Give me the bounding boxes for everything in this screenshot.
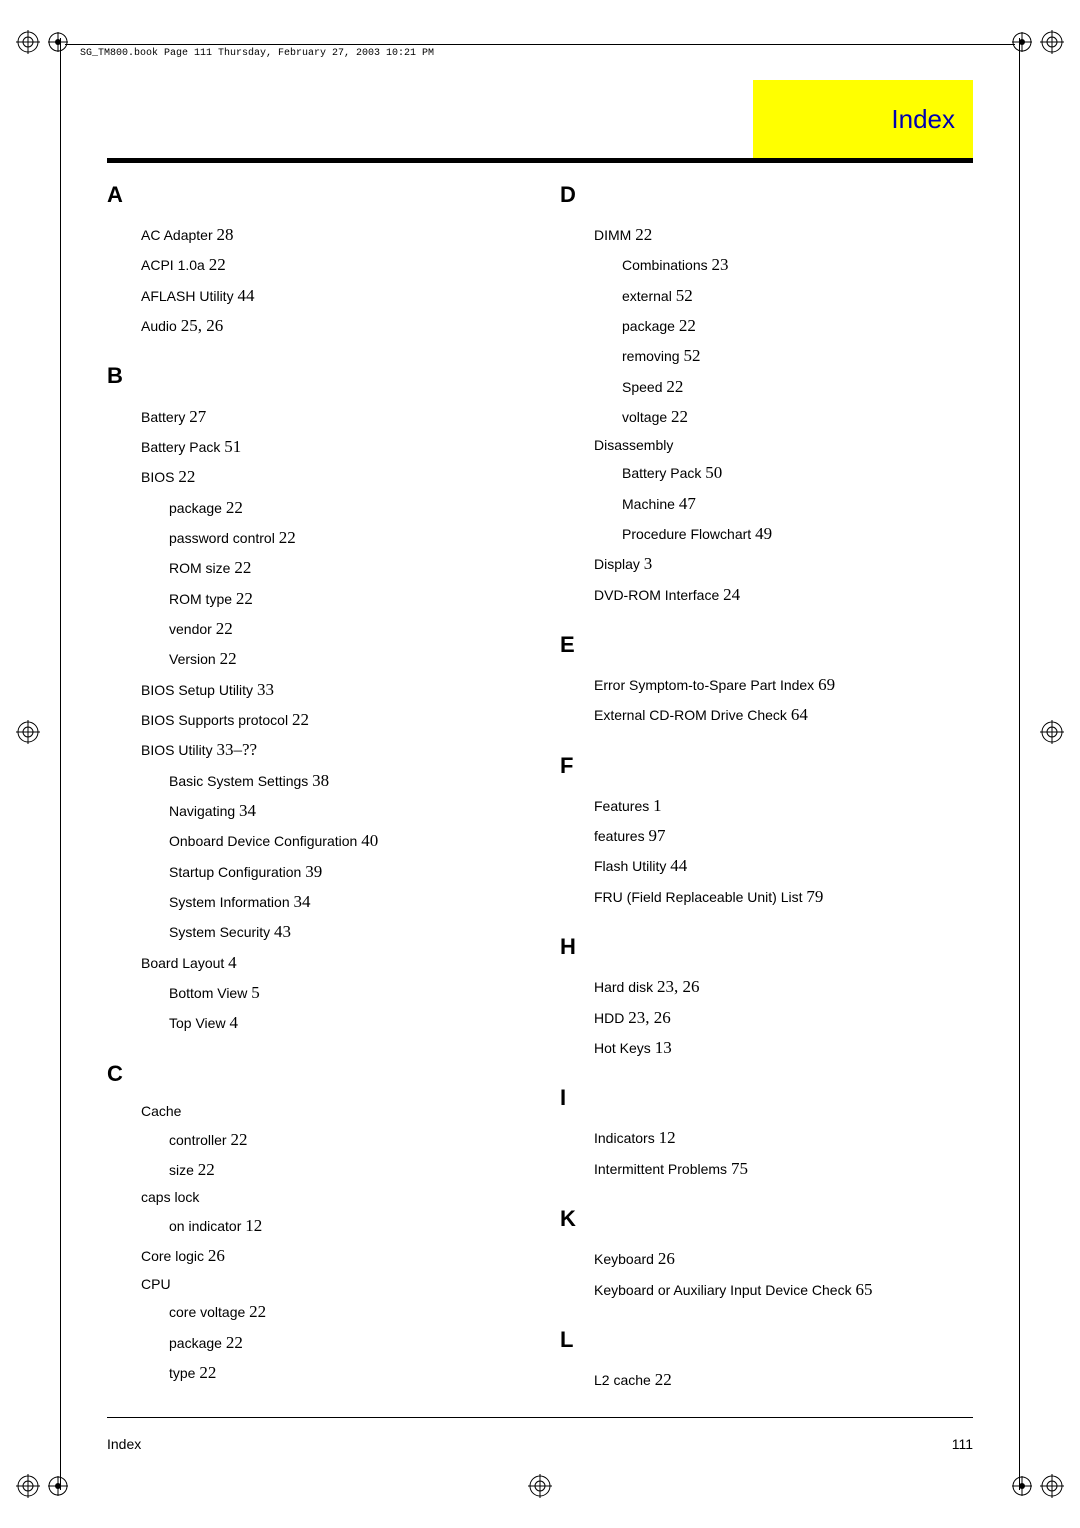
index-subentry: Bottom View 5	[169, 978, 520, 1008]
index-entry: Disassembly	[594, 433, 973, 459]
reg-mark-mid-right	[1040, 720, 1064, 744]
header-rule	[65, 44, 1015, 45]
reg-mark-top-left	[16, 30, 40, 54]
index-entry: Core logic 26	[141, 1241, 520, 1271]
index-content: A AC Adapter 28ACPI 1.0a 22AFLASH Utility…	[107, 178, 973, 1408]
reg-mark-top-right	[1040, 30, 1064, 54]
index-subentry: on indicator 12	[169, 1211, 520, 1241]
reg-mark-corner-tl	[46, 30, 70, 54]
title-rule	[107, 158, 973, 163]
index-letter: B	[107, 359, 520, 393]
index-subentry: type 22	[169, 1358, 520, 1388]
index-subentry: Navigating 34	[169, 796, 520, 826]
index-entry: AFLASH Utility 44	[141, 281, 520, 311]
index-subentry: package 22	[169, 493, 520, 523]
index-entry: DVD-ROM Interface 24	[594, 580, 973, 610]
index-entry: HDD 23, 26	[594, 1003, 973, 1033]
index-entry: caps lock	[141, 1185, 520, 1211]
index-subentry: Onboard Device Configuration 40	[169, 826, 520, 856]
index-entry: Cache	[141, 1099, 520, 1125]
running-head: SG_TM800.book Page 111 Thursday, Februar…	[80, 48, 434, 59]
index-entry: features 97	[594, 821, 973, 851]
index-subentry: controller 22	[169, 1125, 520, 1155]
index-letter: D	[560, 178, 973, 212]
index-subentry: ROM size 22	[169, 553, 520, 583]
index-subentry: Battery Pack 50	[622, 458, 973, 488]
index-subentry: Procedure Flowchart 49	[622, 519, 973, 549]
index-subentry: Basic System Settings 38	[169, 766, 520, 796]
index-entry: External CD-ROM Drive Check 64	[594, 700, 973, 730]
index-entry: Hard disk 23, 26	[594, 972, 973, 1002]
index-subentry: vendor 22	[169, 614, 520, 644]
index-tab: Index	[753, 80, 973, 158]
trim-line-left	[60, 38, 61, 1490]
reg-mark-mid-left	[16, 720, 40, 744]
index-entry: Intermittent Problems 75	[594, 1154, 973, 1184]
footer-page-number: 111	[952, 1436, 973, 1452]
reg-mark-corner-bl	[46, 1474, 70, 1498]
page-footer: Index 111	[107, 1436, 973, 1452]
index-subentry: Version 22	[169, 644, 520, 674]
index-entry: Error Symptom-to-Spare Part Index 69	[594, 670, 973, 700]
index-letter: E	[560, 628, 973, 662]
index-entry: Display 3	[594, 549, 973, 579]
index-entry: FRU (Field Replaceable Unit) List 79	[594, 882, 973, 912]
footer-rule	[107, 1417, 973, 1418]
index-entry: DIMM 22	[594, 220, 973, 250]
reg-mark-corner-tr	[1010, 30, 1034, 54]
index-entry: Keyboard 26	[594, 1244, 973, 1274]
index-letter: H	[560, 930, 973, 964]
index-subentry: password control 22	[169, 523, 520, 553]
index-entry: BIOS Supports protocol 22	[141, 705, 520, 735]
index-subentry: package 22	[169, 1328, 520, 1358]
index-entry: ACPI 1.0a 22	[141, 250, 520, 280]
index-entry: Battery 27	[141, 402, 520, 432]
index-entry: Keyboard or Auxiliary Input Device Check…	[594, 1275, 973, 1305]
index-subentry: voltage 22	[622, 402, 973, 432]
reg-mark-bottom-left	[16, 1474, 40, 1498]
index-entry: Board Layout 4	[141, 948, 520, 978]
index-subentry: ROM type 22	[169, 584, 520, 614]
index-subentry: Startup Configuration 39	[169, 857, 520, 887]
index-right-column: D DIMM 22Combinations 23external 52packag…	[560, 178, 973, 1408]
footer-left: Index	[107, 1436, 141, 1452]
reg-mark-bottom-center	[528, 1474, 552, 1498]
index-subentry: removing 52	[622, 341, 973, 371]
index-subentry: size 22	[169, 1155, 520, 1185]
index-letter: F	[560, 749, 973, 783]
index-entry: Audio 25, 26	[141, 311, 520, 341]
index-subentry: System Information 34	[169, 887, 520, 917]
index-entry: Indicators 12	[594, 1123, 973, 1153]
reg-mark-bottom-right	[1040, 1474, 1064, 1498]
index-entry: BIOS Setup Utility 33	[141, 675, 520, 705]
index-subentry: package 22	[622, 311, 973, 341]
index-letter: K	[560, 1202, 973, 1236]
index-subentry: System Security 43	[169, 917, 520, 947]
index-subentry: Speed 22	[622, 372, 973, 402]
index-subentry: Machine 47	[622, 489, 973, 519]
trim-line-right	[1019, 38, 1020, 1490]
index-entry: CPU	[141, 1272, 520, 1298]
index-subentry: external 52	[622, 281, 973, 311]
index-letter: C	[107, 1057, 520, 1091]
index-subentry: core voltage 22	[169, 1297, 520, 1327]
index-letter: I	[560, 1081, 973, 1115]
index-subentry: Combinations 23	[622, 250, 973, 280]
index-entry: L2 cache 22	[594, 1365, 973, 1395]
index-tab-label: Index	[891, 104, 955, 135]
reg-mark-corner-br	[1010, 1474, 1034, 1498]
index-entry: Hot Keys 13	[594, 1033, 973, 1063]
index-left-column: A AC Adapter 28ACPI 1.0a 22AFLASH Utility…	[107, 178, 520, 1408]
index-entry: BIOS 22	[141, 462, 520, 492]
index-letter: A	[107, 178, 520, 212]
index-entry: BIOS Utility 33–??	[141, 735, 520, 765]
index-subentry: Top View 4	[169, 1008, 520, 1038]
index-entry: Features 1	[594, 791, 973, 821]
index-entry: Flash Utility 44	[594, 851, 973, 881]
index-entry: Battery Pack 51	[141, 432, 520, 462]
index-letter: L	[560, 1323, 973, 1357]
index-entry: AC Adapter 28	[141, 220, 520, 250]
